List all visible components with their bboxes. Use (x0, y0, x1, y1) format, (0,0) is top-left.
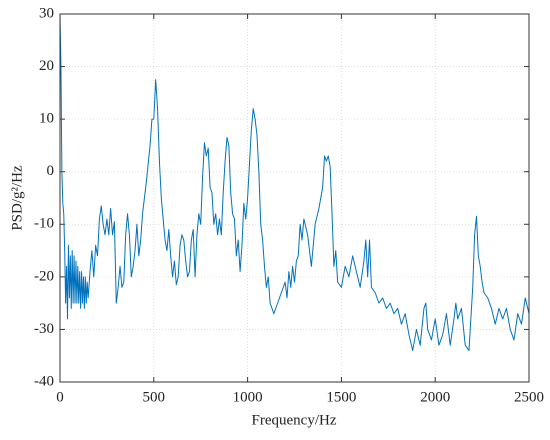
x-tick-label: 1500 (326, 389, 356, 405)
y-tick-label: 20 (39, 58, 54, 74)
y-tick-label: -30 (34, 321, 54, 337)
plot-frame (59, 13, 530, 383)
x-tick-label: 500 (143, 389, 166, 405)
y-axis-label: PSD/g²/Hz (9, 165, 25, 231)
y-tick-label: -20 (34, 268, 54, 284)
y-tick-label: -40 (34, 373, 54, 389)
y-tick-label: 10 (39, 111, 54, 127)
y-tick-label: 30 (39, 5, 54, 21)
x-tick-label: 1000 (233, 389, 263, 405)
x-tick-label: 0 (56, 389, 64, 405)
y-tick-label: -10 (34, 216, 54, 232)
x-tick-label: 2000 (420, 389, 450, 405)
y-tick-label: 0 (47, 163, 55, 179)
x-tick-label: 2500 (514, 389, 544, 405)
x-axis-label: Frequency/Hz (252, 412, 337, 428)
psd-line (59, 13, 530, 351)
